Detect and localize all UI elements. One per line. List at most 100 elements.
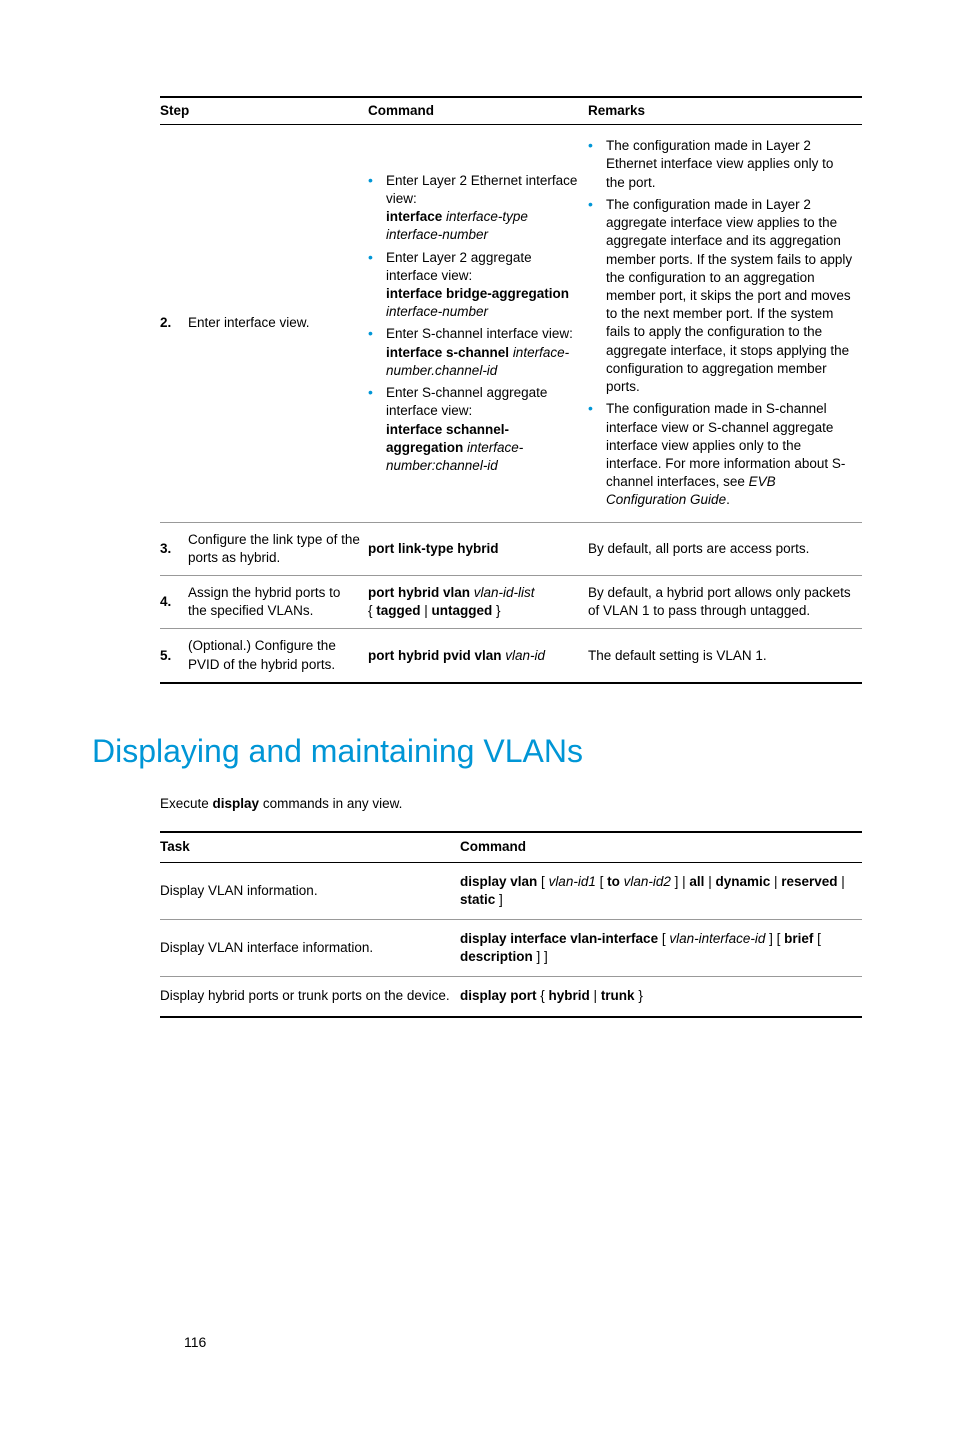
cmd-txt: ] ] xyxy=(533,949,548,964)
step-number: 4. xyxy=(160,576,188,629)
table-row: 5. (Optional.) Configure the PVID of the… xyxy=(160,629,862,683)
cmd-ital: vlan-id1 xyxy=(549,874,596,889)
remark-period: . xyxy=(726,492,730,507)
cmd-bold: port hybrid vlan xyxy=(368,585,470,600)
table-row: 3. Configure the link type of the ports … xyxy=(160,522,862,575)
cmd-lead: Enter S-channel aggregate interface view… xyxy=(386,385,547,418)
th-step: Step xyxy=(160,97,368,125)
step-number: 3. xyxy=(160,522,188,575)
cmd-bold: display vlan xyxy=(460,874,537,889)
cmd-txt: | xyxy=(838,874,845,889)
cmd-ital: vlan-interface-id xyxy=(669,931,765,946)
list-item: Enter Layer 2 Ethernet interface view: i… xyxy=(368,172,580,245)
step-text: (Optional.) Configure the PVID of the hy… xyxy=(188,629,368,683)
cmd-bold: interface s-channel xyxy=(386,345,509,360)
cmd-txt: ] [ xyxy=(765,931,784,946)
cmd-lead: Enter S-channel interface view: xyxy=(386,326,573,341)
cmd-ital: vlan-id-list xyxy=(474,585,535,600)
list-item: Enter S-channel interface view: interfac… xyxy=(368,325,580,380)
step-number: 2. xyxy=(160,125,188,522)
command-cell: display interface vlan-interface [ vlan-… xyxy=(460,919,862,976)
cmd-txt: [ xyxy=(596,874,607,889)
cmd-bold: all xyxy=(689,874,704,889)
command-cell: port hybrid vlan vlan-id-list { tagged |… xyxy=(368,576,588,629)
cmd-txt: } xyxy=(492,603,500,618)
task-cell: Display VLAN interface information. xyxy=(160,919,460,976)
cmd-txt: | xyxy=(421,603,432,618)
remark-text: The configuration made in S-channel inte… xyxy=(606,401,845,489)
cmd-txt: { xyxy=(537,988,549,1003)
cmd-bold: brief xyxy=(784,931,813,946)
cmd-txt: ] | xyxy=(671,874,690,889)
cmd-txt: ] xyxy=(495,892,503,907)
th-command: Command xyxy=(460,832,862,862)
command-cell: port hybrid pvid vlan vlan-id xyxy=(368,629,588,683)
th-remarks: Remarks xyxy=(588,97,862,125)
remarks-cell: The default setting is VLAN 1. xyxy=(588,629,862,683)
step-text: Assign the hybrid ports to the specified… xyxy=(188,576,368,629)
table-row: Display VLAN information. display vlan [… xyxy=(160,862,862,919)
remarks-cell: The configuration made in Layer 2 Ethern… xyxy=(588,125,862,522)
th-command: Command xyxy=(368,97,588,125)
cmd-bold: port link-type hybrid xyxy=(368,541,499,556)
cmd-txt: | xyxy=(704,874,715,889)
cmd-bold: hybrid xyxy=(549,988,590,1003)
cmd-txt: } xyxy=(635,988,643,1003)
page-wrap: { "table1": { "headers": ["Step", "Comma… xyxy=(92,96,862,1392)
task-cell: Display hybrid ports or trunk ports on t… xyxy=(160,977,460,1017)
list-item: Enter Layer 2 aggregate interface view: … xyxy=(368,249,580,322)
cmd-bold: dynamic xyxy=(715,874,770,889)
cmd-txt: [ xyxy=(813,931,821,946)
step-number: 5. xyxy=(160,629,188,683)
content-block: Step Command Remarks 2. Enter interface … xyxy=(160,96,862,684)
intro-bold: display xyxy=(213,796,260,811)
section-heading: Displaying and maintaining VLANs xyxy=(92,730,862,773)
cmd-bold: to xyxy=(607,874,620,889)
cmd-bold: description xyxy=(460,949,533,964)
cmd-bold: interface bridge-aggregation xyxy=(386,286,569,301)
content-block-2: Execute display commands in any view. Ta… xyxy=(160,795,862,1018)
cmd-lead: Enter Layer 2 Ethernet interface view: xyxy=(386,173,577,206)
table-row: 2. Enter interface view. Enter Layer 2 E… xyxy=(160,125,862,522)
table-row: Display hybrid ports or trunk ports on t… xyxy=(160,977,862,1017)
remarks-cell: By default, all ports are access ports. xyxy=(588,522,862,575)
step-text: Enter interface view. xyxy=(188,125,368,522)
cmd-bold: display port xyxy=(460,988,537,1003)
cmd-lead: Enter Layer 2 aggregate interface view: xyxy=(386,250,532,283)
table-row: 4. Assign the hybrid ports to the specif… xyxy=(160,576,862,629)
cmd-txt: [ xyxy=(658,931,669,946)
cmd-bold: trunk xyxy=(601,988,635,1003)
list-item: The configuration made in Layer 2 aggreg… xyxy=(588,196,854,396)
task-cell: Display VLAN information. xyxy=(160,862,460,919)
cmd-bold: reserved xyxy=(781,874,837,889)
command-cell: Enter Layer 2 Ethernet interface view: i… xyxy=(368,125,588,522)
cmd-bold: interface xyxy=(386,209,442,224)
step-text: Configure the link type of the ports as … xyxy=(188,522,368,575)
list-item: The configuration made in Layer 2 Ethern… xyxy=(588,137,854,192)
tasks-table: Task Command Display VLAN information. d… xyxy=(160,831,862,1017)
cmd-ital: vlan-id2 xyxy=(624,874,671,889)
cmd-bold: untagged xyxy=(432,603,493,618)
cmd-bold: display interface vlan-interface xyxy=(460,931,658,946)
page-number: 116 xyxy=(184,1333,206,1352)
command-cell: display vlan [ vlan-id1 [ to vlan-id2 ] … xyxy=(460,862,862,919)
th-task: Task xyxy=(160,832,460,862)
intro-post: commands in any view. xyxy=(259,796,402,811)
cmd-txt: [ xyxy=(537,874,548,889)
list-item: Enter S-channel aggregate interface view… xyxy=(368,384,580,475)
intro-pre: Execute xyxy=(160,796,213,811)
cmd-bold: port hybrid pvid vlan xyxy=(368,648,502,663)
table-row: Display VLAN interface information. disp… xyxy=(160,919,862,976)
list-item: The configuration made in S-channel inte… xyxy=(588,400,854,509)
command-cell: port link-type hybrid xyxy=(368,522,588,575)
cmd-txt: | xyxy=(590,988,601,1003)
cmd-txt: | xyxy=(770,874,781,889)
procedure-table: Step Command Remarks 2. Enter interface … xyxy=(160,96,862,684)
cmd-ital: vlan-id xyxy=(505,648,545,663)
cmd-bold: tagged xyxy=(376,603,420,618)
remarks-cell: By default, a hybrid port allows only pa… xyxy=(588,576,862,629)
intro-paragraph: Execute display commands in any view. xyxy=(160,795,862,813)
command-cell: display port { hybrid | trunk } xyxy=(460,977,862,1017)
remarks-list: The configuration made in Layer 2 Ethern… xyxy=(588,137,854,509)
cmd-bold: static xyxy=(460,892,495,907)
